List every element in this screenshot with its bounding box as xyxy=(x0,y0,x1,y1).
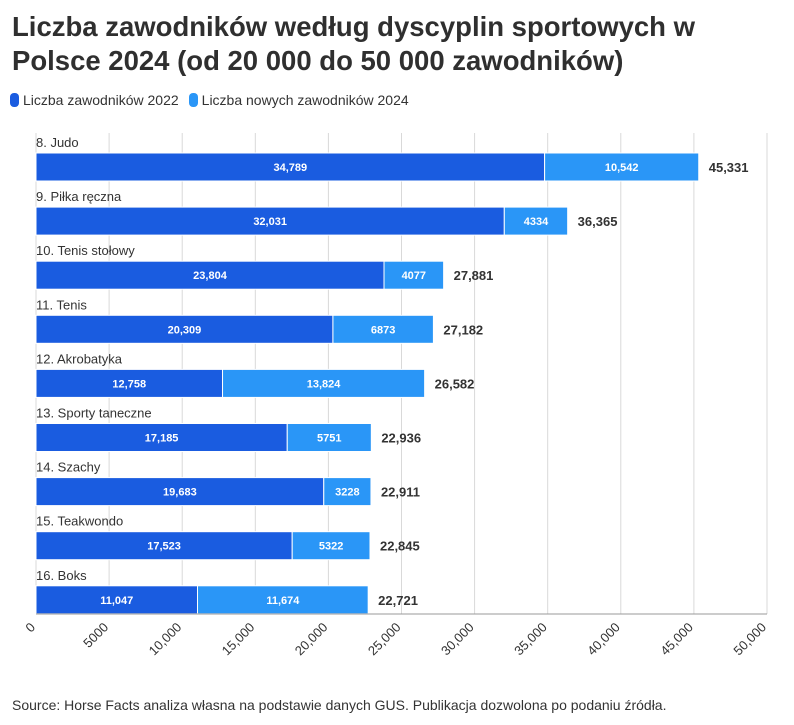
bar-segment xyxy=(35,423,288,452)
legend-item-2024: Liczba nowych zawodników 2024 xyxy=(188,92,409,108)
total-label: 26,582 xyxy=(435,376,475,391)
bar-segment xyxy=(35,152,546,182)
x-tick-label: 35,000 xyxy=(511,620,550,659)
bar-segment xyxy=(222,368,426,398)
bar-segment xyxy=(35,368,224,398)
bar-value-label: 13,824 xyxy=(307,378,342,390)
bar-value-label: 10,542 xyxy=(605,162,639,174)
total-label: 27,182 xyxy=(443,322,483,337)
category-label: 10. Tenis stołowy xyxy=(36,243,135,258)
bar-value-label: 34,789 xyxy=(273,162,307,174)
bar-value-label: 12,758 xyxy=(112,378,146,390)
category-label: 14. Szachy xyxy=(36,460,101,475)
bar-segment xyxy=(291,531,371,561)
bar-value-label: 5322 xyxy=(319,541,343,553)
source-note: Source: Horse Facts analiza własna na po… xyxy=(12,697,667,713)
legend-label-2022: Liczba zawodników 2022 xyxy=(23,92,179,108)
total-label: 36,365 xyxy=(578,214,618,229)
bar-value-label: 19,683 xyxy=(163,487,197,499)
x-tick-label: 50,000 xyxy=(730,620,769,659)
total-label: 22,936 xyxy=(381,431,421,446)
category-label: 13. Sporty taneczne xyxy=(36,406,152,421)
x-tick-label: 30,000 xyxy=(438,620,477,659)
bar-value-label: 4334 xyxy=(524,216,549,228)
total-label: 27,881 xyxy=(454,268,494,283)
bar-value-label: 11,047 xyxy=(100,595,133,607)
bar-segment xyxy=(323,477,372,507)
bar-segment xyxy=(35,585,199,615)
x-tick-label: 10,000 xyxy=(146,620,185,659)
legend: Liczba zawodników 2022 Liczba nowych zaw… xyxy=(10,92,409,108)
bar-value-label: 17,185 xyxy=(145,433,179,445)
bar-segment xyxy=(544,152,700,182)
x-tick-label: 15,000 xyxy=(219,620,258,659)
category-label: 16. Boks xyxy=(36,568,87,583)
bar-segment xyxy=(35,260,385,290)
bar-segment xyxy=(35,531,293,561)
bar-segment xyxy=(197,585,369,615)
x-tick-label: 5000 xyxy=(80,620,111,651)
legend-item-2022: Liczba zawodników 2022 xyxy=(10,92,179,108)
bar-segment xyxy=(35,477,325,507)
total-label: 45,331 xyxy=(709,160,749,175)
total-label: 22,845 xyxy=(380,539,420,554)
category-label: 9. Piłka ręczna xyxy=(36,189,122,204)
x-tick-label: 0 xyxy=(22,620,38,636)
category-label: 15. Teakwondo xyxy=(36,514,123,529)
category-label: 11. Tenis xyxy=(36,297,87,312)
stacked-bar-chart: 8. Judo 34,789 10,542 45,331 9. Piłka ręczna… xyxy=(22,133,769,659)
bar-value-label: 4077 xyxy=(402,270,426,282)
bar-value-label: 23,804 xyxy=(193,270,228,282)
x-tick-label: 45,000 xyxy=(657,620,696,659)
bar-value-label: 20,309 xyxy=(168,324,202,336)
x-tick-label: 40,000 xyxy=(584,620,623,659)
category-label: 8. Judo xyxy=(36,135,79,150)
bar-value-label: 17,523 xyxy=(147,541,181,553)
bar-value-label: 6873 xyxy=(371,324,395,336)
legend-swatch-2024 xyxy=(188,93,198,107)
total-label: 22,721 xyxy=(378,593,418,608)
bar-segment xyxy=(503,206,569,236)
bar-segment xyxy=(332,314,434,344)
x-tick-label: 25,000 xyxy=(365,620,404,659)
total-label: 22,911 xyxy=(381,485,420,500)
category-label: 12. Akrobatyka xyxy=(36,351,123,366)
legend-label-2024: Liczba nowych zawodników 2024 xyxy=(201,92,409,108)
bar-segment xyxy=(383,260,445,290)
chart-title: Liczba zawodników według dyscyplin sport… xyxy=(12,11,696,76)
bar-segment xyxy=(35,314,334,344)
bar-value-label: 5751 xyxy=(317,433,341,445)
legend-swatch-2022 xyxy=(10,93,19,107)
bar-value-label: 32,031 xyxy=(253,216,287,228)
x-tick-label: 20,000 xyxy=(292,620,331,659)
bar-value-label: 3228 xyxy=(335,487,359,499)
bar-segment xyxy=(286,423,372,452)
bar-value-label: 11,674 xyxy=(266,595,300,607)
